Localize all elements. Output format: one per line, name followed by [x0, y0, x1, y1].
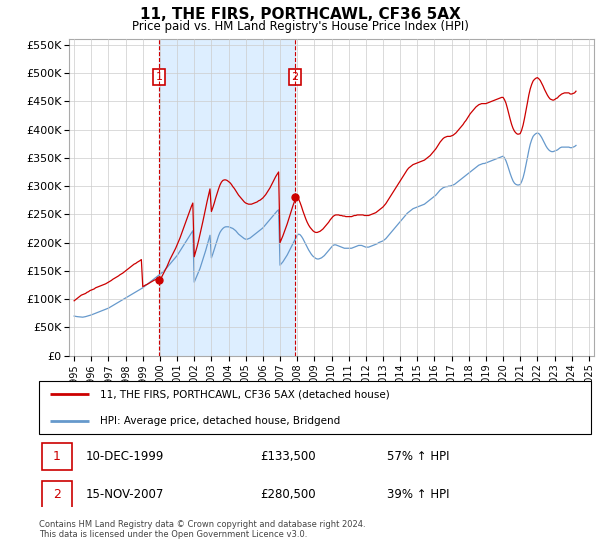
Text: 11, THE FIRS, PORTHCAWL, CF36 5AX: 11, THE FIRS, PORTHCAWL, CF36 5AX: [140, 7, 460, 22]
Text: HPI: Average price, detached house, Bridgend: HPI: Average price, detached house, Brid…: [100, 416, 340, 426]
Text: 1: 1: [155, 72, 163, 82]
Text: £280,500: £280,500: [260, 488, 316, 501]
Text: 2: 2: [53, 488, 61, 501]
FancyBboxPatch shape: [42, 481, 72, 507]
Text: Price paid vs. HM Land Registry's House Price Index (HPI): Price paid vs. HM Land Registry's House …: [131, 20, 469, 32]
Text: 57% ↑ HPI: 57% ↑ HPI: [387, 450, 449, 463]
Text: 15-NOV-2007: 15-NOV-2007: [86, 488, 164, 501]
Text: 10-DEC-1999: 10-DEC-1999: [86, 450, 164, 463]
Text: 1: 1: [53, 450, 61, 463]
FancyBboxPatch shape: [42, 443, 72, 470]
FancyBboxPatch shape: [39, 381, 591, 434]
Text: 11, THE FIRS, PORTHCAWL, CF36 5AX (detached house): 11, THE FIRS, PORTHCAWL, CF36 5AX (detac…: [100, 389, 389, 399]
Bar: [159, 39, 295, 356]
Text: Contains HM Land Registry data © Crown copyright and database right 2024.
This d: Contains HM Land Registry data © Crown c…: [39, 520, 365, 539]
Text: 39% ↑ HPI: 39% ↑ HPI: [387, 488, 449, 501]
Text: 2: 2: [292, 72, 299, 82]
Text: £133,500: £133,500: [260, 450, 316, 463]
